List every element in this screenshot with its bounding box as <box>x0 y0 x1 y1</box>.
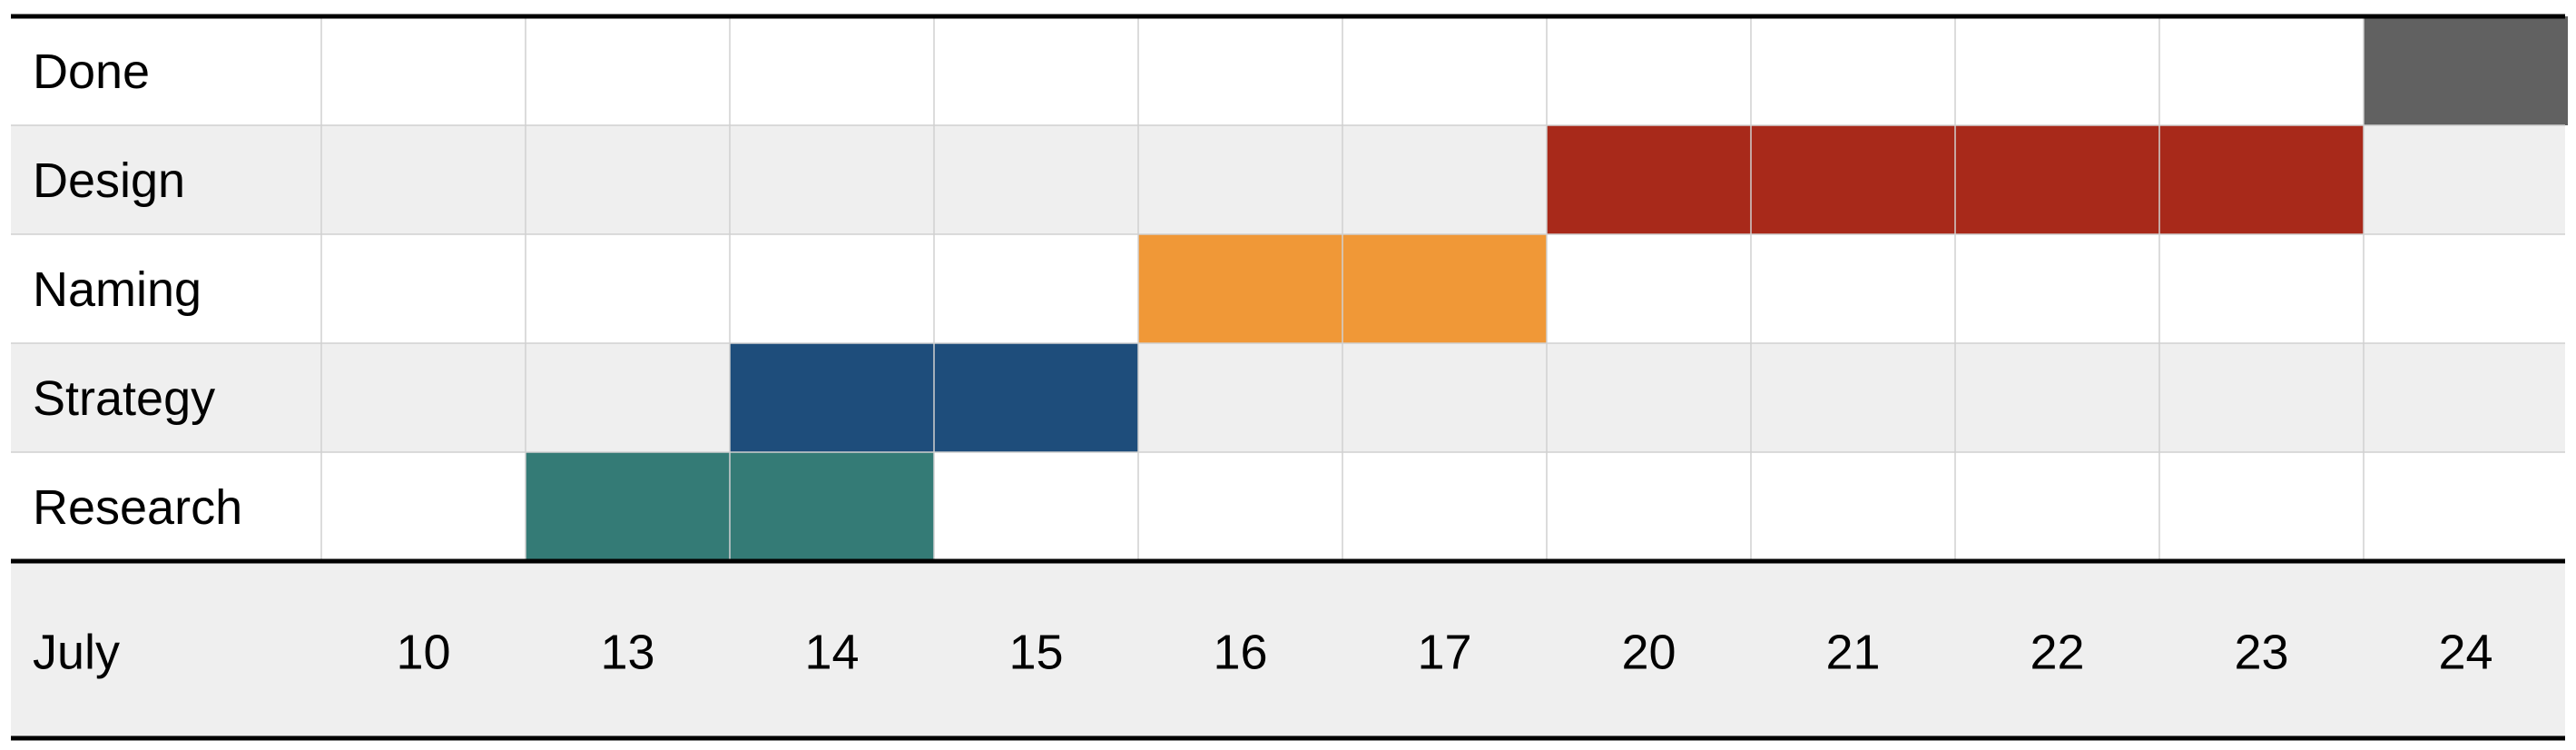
row-label-strategy: Strategy <box>33 371 215 426</box>
tick-label-day-22: 22 <box>2030 626 2084 680</box>
tick-label-day-16: 16 <box>1213 626 1267 680</box>
row-label-naming: Naming <box>33 262 202 317</box>
row-labels: Done Design Naming Strategy Research <box>33 44 242 535</box>
bar-done <box>2364 16 2568 125</box>
row-label-research: Research <box>33 480 242 535</box>
row-background-strategy <box>11 343 2565 452</box>
tick-label-day-14: 14 <box>804 626 859 680</box>
date-axis: July 10 13 14 15 16 17 20 21 22 23 24 <box>11 561 2565 738</box>
tick-label-day-15: 15 <box>1008 626 1063 680</box>
rules <box>11 14 2565 741</box>
row-background-done <box>11 16 2565 125</box>
axis-background <box>11 561 2565 738</box>
tick-label-day-23: 23 <box>2234 626 2288 680</box>
tick-label-day-10: 10 <box>396 626 450 680</box>
tick-label-day-20: 20 <box>1621 626 1676 680</box>
tick-label-day-13: 13 <box>600 626 654 680</box>
tick-label-day-24: 24 <box>2438 626 2492 680</box>
row-background-research <box>11 452 2565 561</box>
row-label-design: Design <box>33 153 185 208</box>
tick-label-day-21: 21 <box>1825 626 1880 680</box>
tick-label-day-17: 17 <box>1417 626 1471 680</box>
row-label-done: Done <box>33 44 150 99</box>
month-label: July <box>33 626 120 680</box>
